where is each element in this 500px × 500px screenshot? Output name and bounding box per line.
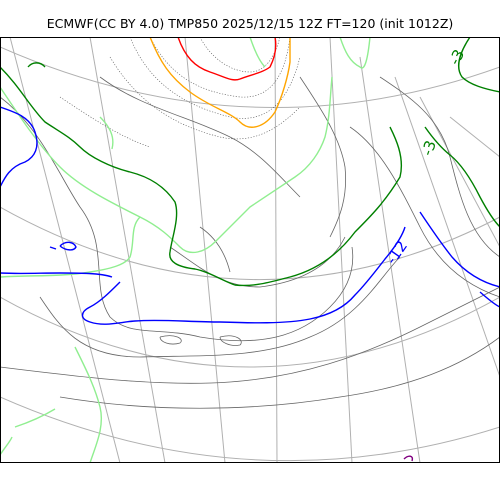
isotherm-minus-6 — [0, 106, 500, 325]
weather-map: -3 -3 -12 — [0, 37, 500, 463]
isotherm-label: -3 — [445, 46, 468, 68]
isotherm-minus-24 — [149, 37, 291, 128]
latitude-arcs — [0, 46, 500, 462]
map-frame — [0, 37, 500, 463]
isotherm-0 — [403, 455, 414, 462]
coastlines — [0, 76, 500, 409]
isotherm-minus-12 — [0, 37, 500, 287]
isotherm-minus-18 — [0, 37, 371, 463]
map-title: ECMWF(CC BY 4.0) TMP850 2025/12/15 12Z F… — [46, 16, 454, 31]
fine-contours — [59, 37, 301, 148]
isotherm-label: -3 — [418, 138, 440, 158]
isotherm-minus-30 — [177, 37, 277, 81]
